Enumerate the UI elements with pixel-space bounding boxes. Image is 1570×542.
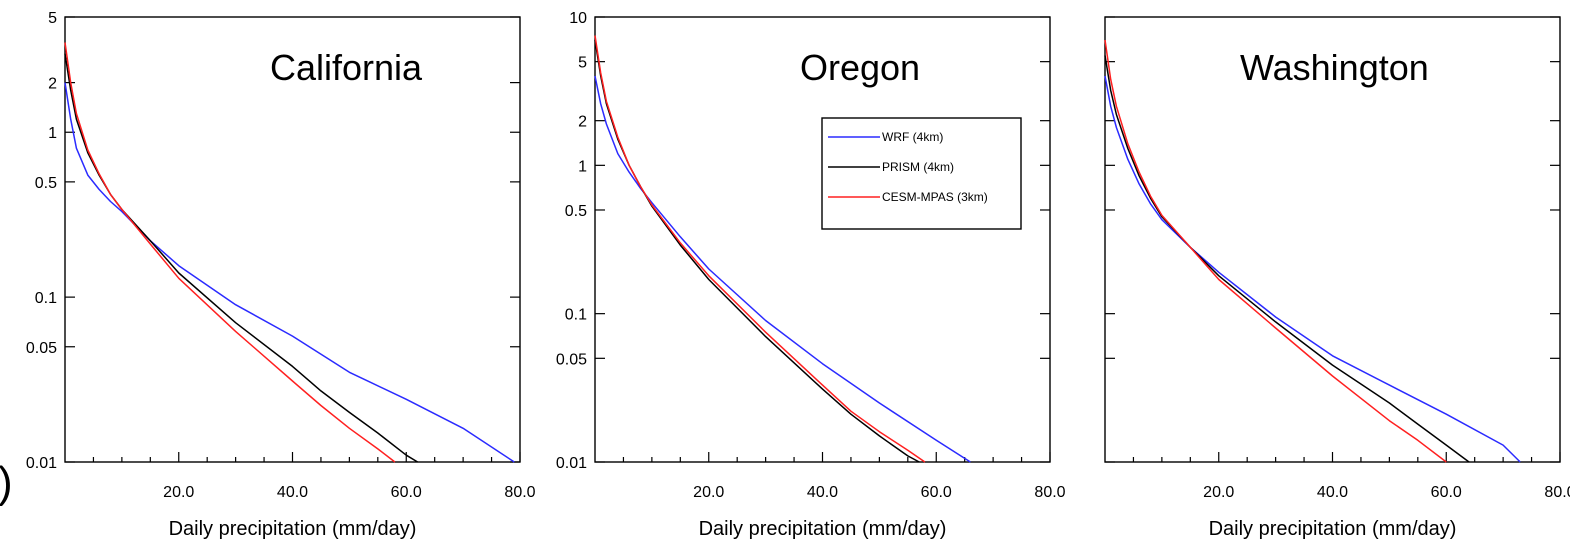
panel-oregon: 20.0 40.0 60.0 80.0 10 5 2 1 0.5 0.1 0.05 0.01 Daily… bbox=[556, 10, 1066, 540]
y-tick-label: 0.01 bbox=[26, 455, 57, 472]
x-tick-label: 80.0 bbox=[1544, 484, 1570, 501]
x-tick-label: 20.0 bbox=[163, 484, 194, 501]
panel-washington: 20.0 40.0 60.0 80.0 Daily precipitation (mm/… bbox=[1104, 16, 1570, 540]
y-tick-label: 2 bbox=[48, 76, 57, 93]
panel-title: California bbox=[270, 47, 423, 88]
x-axis-title: Daily precipitation (mm/day) bbox=[1209, 518, 1457, 540]
legend-label: PRISM (4km) bbox=[882, 160, 954, 174]
x-axis-title: Daily precipitation (mm/day) bbox=[699, 518, 947, 540]
series-line-cesm-mpas-3km bbox=[64, 42, 396, 463]
x-tick-label: 60.0 bbox=[921, 484, 952, 501]
x-tick-label: 20.0 bbox=[1203, 484, 1234, 501]
y-tick-label: 1 bbox=[48, 125, 57, 142]
x-tick-label: 20.0 bbox=[693, 484, 724, 501]
y-tick-label: 0.05 bbox=[26, 340, 57, 357]
x-tick-label: 80.0 bbox=[504, 484, 535, 501]
x-tick-label: 40.0 bbox=[807, 484, 838, 501]
y-tick-label: 5 bbox=[48, 10, 57, 27]
legend-label: WRF (4km) bbox=[882, 130, 943, 144]
y-tick-label: 0.5 bbox=[565, 203, 587, 220]
x-tick-label: 80.0 bbox=[1034, 484, 1065, 501]
x-tick-label: 40.0 bbox=[277, 484, 308, 501]
series-line-wrf-4km bbox=[64, 82, 515, 463]
series-line-wrf-4km bbox=[594, 75, 971, 463]
legend-label: CESM-MPAS (3km) bbox=[882, 190, 988, 204]
series-line-prism-4km bbox=[594, 39, 920, 463]
series-line-prism-4km bbox=[1104, 55, 1470, 463]
legend: WRF (4km) PRISM (4km) CESM-MPAS (3km) bbox=[821, 117, 1022, 230]
edge-glyph: ) bbox=[0, 458, 13, 507]
y-tick-label: 5 bbox=[578, 55, 587, 72]
series-line-prism-4km bbox=[64, 53, 418, 463]
y-tick-label: 0.1 bbox=[35, 290, 57, 307]
panel-title: Washington bbox=[1240, 47, 1429, 88]
x-tick-label: 60.0 bbox=[1431, 484, 1462, 501]
series-line-cesm-mpas-3km bbox=[594, 35, 926, 463]
x-axis-title: Daily precipitation (mm/day) bbox=[169, 518, 417, 540]
y-tick-label: 1 bbox=[578, 158, 587, 175]
y-tick-label: 0.01 bbox=[556, 455, 587, 472]
y-tick-label: 0.05 bbox=[556, 351, 587, 368]
y-tick-label: 0.1 bbox=[565, 307, 587, 324]
x-tick-label: 40.0 bbox=[1317, 484, 1348, 501]
panel-title: Oregon bbox=[800, 47, 920, 88]
y-tick-label: 2 bbox=[578, 114, 587, 131]
y-tick-label: 10 bbox=[569, 10, 587, 27]
legend-box bbox=[821, 117, 1022, 230]
x-tick-label: 60.0 bbox=[391, 484, 422, 501]
series-line-wrf-4km bbox=[1104, 75, 1521, 463]
series-line-cesm-mpas-3km bbox=[1104, 39, 1447, 463]
panel-california: 20.0 40.0 60.0 80.0 5 2 1 0.5 0.1 0.05 0.01 Daily p… bbox=[26, 10, 536, 540]
y-tick-label: 0.5 bbox=[35, 175, 57, 192]
